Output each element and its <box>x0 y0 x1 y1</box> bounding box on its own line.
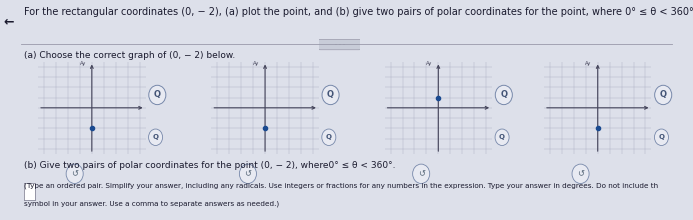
Circle shape <box>495 85 512 105</box>
Text: symbol in your answer. Use a comma to separate answers as needed.): symbol in your answer. Use a comma to se… <box>24 200 279 207</box>
Text: Ay: Ay <box>80 61 86 66</box>
Text: ←: ← <box>3 15 14 28</box>
Text: A.: A. <box>49 64 60 74</box>
Circle shape <box>572 164 589 183</box>
Text: · · ·: · · · <box>335 42 344 47</box>
Circle shape <box>412 164 430 183</box>
Text: Ay: Ay <box>426 61 432 66</box>
Text: Q: Q <box>326 134 332 140</box>
Circle shape <box>239 164 256 183</box>
Text: ↺: ↺ <box>245 169 252 178</box>
Text: C.: C. <box>395 64 406 74</box>
Text: Q: Q <box>152 134 159 140</box>
Text: Q: Q <box>327 90 334 99</box>
Text: B.: B. <box>222 64 233 74</box>
Circle shape <box>148 129 163 145</box>
Text: Ay: Ay <box>253 61 259 66</box>
Text: Ay: Ay <box>586 61 592 66</box>
Text: Q: Q <box>660 90 667 99</box>
Text: Q: Q <box>658 134 665 140</box>
Circle shape <box>149 85 166 105</box>
Text: (b) Give two pairs of polar coordinates for the point (0, − 2), where0° ≤ θ < 36: (b) Give two pairs of polar coordinates … <box>24 161 396 170</box>
Text: ↺: ↺ <box>71 169 78 178</box>
Text: ↺: ↺ <box>577 169 584 178</box>
Circle shape <box>654 129 669 145</box>
Circle shape <box>655 85 672 105</box>
Circle shape <box>322 85 339 105</box>
Circle shape <box>66 164 83 183</box>
Text: Q: Q <box>499 134 505 140</box>
Text: For the rectangular coordinates (0, − 2), (a) plot the point, and (b) give two p: For the rectangular coordinates (0, − 2)… <box>24 7 693 16</box>
Text: ↺: ↺ <box>418 169 425 178</box>
Circle shape <box>495 129 509 145</box>
Text: (a) Choose the correct graph of (0, − 2) below.: (a) Choose the correct graph of (0, − 2)… <box>24 51 236 60</box>
Text: Q: Q <box>500 90 507 99</box>
Text: D.: D. <box>554 64 566 74</box>
Text: (Type an ordered pair. Simplify your answer, including any radicals. Use integer: (Type an ordered pair. Simplify your ans… <box>24 183 658 189</box>
Text: Q: Q <box>154 90 161 99</box>
FancyBboxPatch shape <box>317 39 362 50</box>
Circle shape <box>322 129 336 145</box>
